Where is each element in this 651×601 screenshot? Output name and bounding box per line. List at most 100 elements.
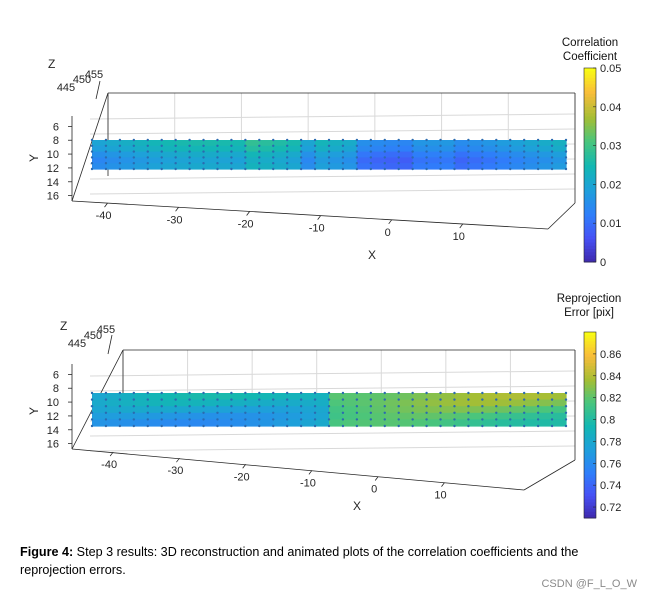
surface-cell: [231, 163, 246, 170]
mesh-point: [216, 167, 219, 171]
surface-cell: [203, 145, 219, 153]
surface-cell: [92, 406, 107, 414]
surface-cell: [287, 163, 302, 170]
surface-cell: [482, 151, 497, 158]
mesh-point: [216, 144, 219, 147]
surface-cell: [342, 393, 358, 401]
mesh-point: [411, 167, 414, 171]
colorbar-tick-label: 0.84: [600, 371, 621, 383]
mesh-point: [369, 156, 373, 159]
z-axis-line: [107, 334, 113, 355]
mesh-point: [104, 411, 108, 414]
surface-cell: [231, 393, 246, 401]
mesh-point: [299, 411, 303, 414]
surface-cell: [468, 151, 483, 158]
mesh-point: [355, 424, 359, 428]
surface-cell: [147, 406, 163, 414]
mesh-point: [104, 391, 108, 395]
mesh-point: [536, 162, 540, 165]
surface-cell: [482, 140, 497, 147]
surface-cell: [440, 151, 456, 158]
surface-cell: [301, 151, 316, 158]
surface-cell: [92, 157, 107, 164]
surface-cell: [147, 399, 163, 407]
surface-cell: [482, 399, 497, 407]
surface-cell: [161, 151, 177, 158]
back-grid-line: [89, 385, 576, 392]
mesh-point: [104, 156, 108, 159]
surface-cell: [119, 157, 135, 164]
surface-cell: [342, 151, 358, 158]
mesh-point: [174, 411, 177, 414]
surface-cell: [356, 419, 372, 427]
surface-cell: [412, 145, 428, 153]
mesh-point: [104, 162, 108, 165]
mesh-point: [313, 144, 317, 147]
surface-cell: [454, 157, 470, 164]
mesh-point: [453, 405, 456, 408]
mesh-point: [355, 411, 359, 414]
x-axis-ticks: -40 -30 -20 -10 0 10: [101, 451, 447, 502]
colorbar-segment: [584, 68, 596, 72]
mesh-point: [467, 162, 470, 165]
surface-cell: [384, 145, 400, 153]
colorbar-segment: [584, 103, 596, 108]
mesh-point: [327, 391, 331, 395]
mesh-point: [467, 418, 470, 421]
mesh-point: [90, 405, 94, 408]
surface-cell: [273, 406, 288, 414]
mesh-point: [425, 156, 428, 159]
surface-cell: [203, 157, 219, 164]
surface-cell: [538, 419, 553, 427]
colorbar-segment: [584, 378, 596, 383]
mesh-point: [146, 391, 149, 395]
mesh-point: [272, 411, 275, 414]
mesh-point: [439, 162, 442, 165]
mesh-point: [439, 391, 442, 395]
mesh-point: [439, 156, 442, 159]
surface-cell: [231, 406, 246, 414]
surface-cell: [315, 151, 330, 158]
surface-cell: [412, 412, 428, 420]
surface-cell: [147, 140, 163, 147]
mesh-point: [230, 405, 233, 408]
surface-cell: [398, 163, 414, 170]
mesh-point: [118, 156, 122, 159]
colorbar-segment: [584, 418, 596, 423]
surface-cell: [175, 393, 191, 401]
surface-cell: [175, 140, 191, 147]
mesh-point: [383, 144, 386, 147]
mesh-point: [397, 411, 400, 414]
mesh-point: [272, 391, 275, 395]
mesh-point: [146, 424, 149, 428]
x-tick-mark: [374, 476, 379, 481]
surface-mesh: [90, 138, 568, 171]
surface-cell: [287, 157, 302, 164]
mesh-point: [272, 138, 275, 142]
mesh-point: [216, 424, 219, 428]
colorbar-segment: [584, 80, 596, 85]
surface-cell: [259, 406, 274, 414]
mesh-point: [299, 150, 303, 153]
mesh-point: [467, 391, 470, 395]
mesh-point: [453, 144, 456, 147]
surface-cell: [301, 419, 316, 427]
mesh-point: [397, 167, 400, 171]
colorbar-segment: [584, 387, 596, 392]
mesh-point: [383, 405, 386, 408]
mesh-point: [272, 418, 275, 421]
mesh-point: [355, 405, 359, 408]
mesh-point: [397, 144, 400, 147]
mesh-point: [160, 156, 163, 159]
surface-cell: [273, 157, 288, 164]
axis-edge: [523, 459, 576, 491]
colorbar-segment: [584, 207, 596, 211]
mesh-point: [202, 150, 205, 153]
colorbar-segment: [584, 242, 596, 247]
back-grid-line: [89, 113, 576, 120]
mesh-point: [230, 418, 233, 421]
colorbar-segment: [584, 239, 596, 244]
colorbar-segment: [584, 332, 596, 336]
